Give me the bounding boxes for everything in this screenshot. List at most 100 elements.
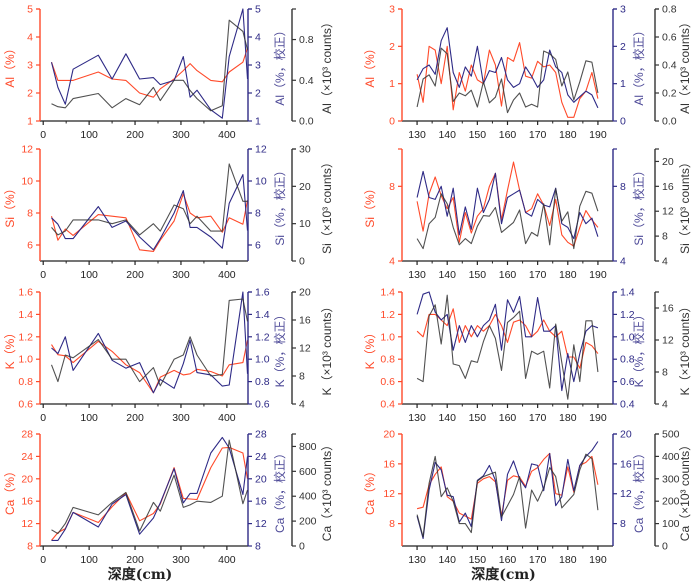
y-axis-title-right: Ca（%，校正）	[272, 447, 287, 533]
y-tick-label: 0.2	[662, 88, 677, 100]
y-tick-label: 20	[662, 156, 674, 168]
y-tick-label: 4	[662, 256, 668, 268]
y-tick-label: 4	[299, 399, 305, 411]
y-tick-label: 0.8	[380, 354, 395, 366]
x-axis-title: 深度(cm)	[471, 566, 536, 583]
series-line-right	[51, 436, 249, 541]
x-tick-label: 180	[559, 269, 577, 281]
x-tick-label: 0	[40, 412, 46, 424]
y-axis-title-left: K（%）	[363, 327, 377, 370]
y-tick-label: 3	[389, 4, 395, 16]
series-line-left	[416, 161, 599, 247]
y-axis-title-outer: Ca（×10³ counts）	[320, 439, 334, 541]
y-tick-label: 12	[21, 144, 33, 156]
y-tick-label: 30	[299, 144, 311, 156]
y-tick-label: 24	[255, 451, 267, 463]
series-line-right	[416, 291, 599, 392]
y-tick-label: 4	[662, 399, 668, 411]
y-tick-label: 500	[662, 429, 680, 441]
y-tick-label: 12	[299, 343, 311, 355]
y-tick-label: 300	[662, 473, 680, 485]
chart-panel-ca-right: 130 140 150 160 170 180 190深度(cm)8121620Ca（%）8…	[363, 429, 692, 584]
series-line-outer	[50, 298, 249, 387]
series-line-outer	[416, 188, 599, 250]
y-tick-label: 400	[299, 491, 317, 503]
y-tick-label: 1.4	[380, 287, 395, 299]
y-tick-label: 2	[389, 41, 395, 53]
y-tick-label: 8	[27, 541, 33, 553]
x-tick-label: 190	[589, 269, 607, 281]
y-tick-label: 20	[21, 473, 33, 485]
y-tick-label: 4	[255, 32, 261, 44]
y-tick-label: 1.2	[620, 309, 635, 321]
y-tick-label: 0	[299, 541, 305, 553]
x-axis-title: 深度(cm)	[108, 566, 173, 583]
y-tick-label: 12	[662, 206, 674, 218]
y-tick-label: 0.6	[380, 376, 395, 388]
x-tick-label: 0	[40, 554, 46, 566]
y-tick-label: 2	[27, 88, 33, 100]
y-tick-label: 6	[27, 240, 33, 252]
y-tick-label: 16	[662, 303, 674, 315]
series-line-left	[416, 452, 599, 520]
series-line-right	[416, 441, 599, 540]
chart-panel-si-left: 0 100 200 300 400 6 8 10 12 Si（%） 6 8 10 12 Si（%，校正） 0 1…	[3, 144, 334, 282]
chart-panel-k-right: 130 140 150 160 170 180 190 0.4 0.6 0.8 1.0 1.2 1.4 K…	[363, 287, 692, 425]
x-tick-label: 200	[126, 554, 144, 566]
series-line-left	[416, 42, 599, 118]
x-tick-label: 170	[529, 129, 547, 141]
x-tick-label: 170	[529, 412, 547, 424]
y-tick-label: 16	[662, 181, 674, 193]
x-tick-label: 170	[529, 554, 547, 566]
y-tick-label: 8	[389, 181, 395, 193]
y-tick-label: 20	[620, 429, 632, 441]
y-tick-label: 200	[662, 496, 680, 508]
y-axis-title-left: Ca（%）	[3, 465, 17, 515]
y-tick-label: 16	[21, 496, 33, 508]
y-tick-label: 8	[662, 231, 668, 243]
y-tick-label: 0	[389, 116, 395, 128]
y-tick-label: 12	[383, 488, 395, 500]
series-line-outer	[51, 19, 249, 112]
y-tick-label: 12	[21, 518, 33, 530]
x-tick-label: 150	[469, 554, 487, 566]
x-tick-label: 300	[172, 269, 190, 281]
y-tick-label: 1.2	[18, 331, 33, 343]
y-axis-title-right: Al（%，校正）	[631, 24, 646, 105]
y-tick-label: 1	[389, 78, 395, 90]
y-axis-title-outer: K（×10³ counts）	[678, 300, 692, 395]
y-axis-title-left: Al（%）	[3, 42, 17, 87]
y-tick-label: 0.8	[620, 354, 635, 366]
y-tick-label: 200	[299, 516, 317, 528]
y-tick-label: 0.8	[662, 4, 677, 16]
y-tick-label: 8	[255, 541, 261, 553]
x-tick-label: 0	[40, 129, 46, 141]
y-tick-label: 1.4	[18, 309, 33, 321]
y-tick-label: 0.4	[380, 399, 395, 411]
y-tick-label: 8	[299, 371, 305, 383]
series-line-left	[51, 446, 249, 541]
y-tick-label: 0.6	[255, 399, 270, 411]
x-tick-label: 190	[589, 412, 607, 424]
y-tick-label: 12	[255, 144, 267, 156]
y-tick-label: 0	[299, 256, 305, 268]
y-tick-label: 0.8	[18, 376, 33, 388]
y-tick-label: 0.4	[620, 399, 635, 411]
y-axis-title-left: Ca（%）	[363, 465, 377, 515]
y-tick-label: 1.0	[18, 354, 33, 366]
y-tick-label: 3	[255, 60, 261, 72]
y-tick-label: 0.6	[18, 399, 33, 411]
y-tick-label: 12	[662, 335, 674, 347]
y-tick-label: 1.0	[380, 331, 395, 343]
y-tick-label: 4	[389, 256, 395, 268]
x-tick-label: 180	[559, 129, 577, 141]
series-line-outer	[51, 439, 249, 535]
x-tick-label: 400	[218, 269, 236, 281]
y-tick-label: 16	[299, 315, 311, 327]
series-line-outer	[416, 294, 599, 400]
y-tick-label: 1.4	[255, 309, 270, 321]
x-tick-label: 190	[589, 129, 607, 141]
x-tick-label: 200	[126, 269, 144, 281]
y-axis-title-left: Si（%）	[3, 182, 17, 227]
y-tick-label: 0.8	[299, 34, 314, 46]
